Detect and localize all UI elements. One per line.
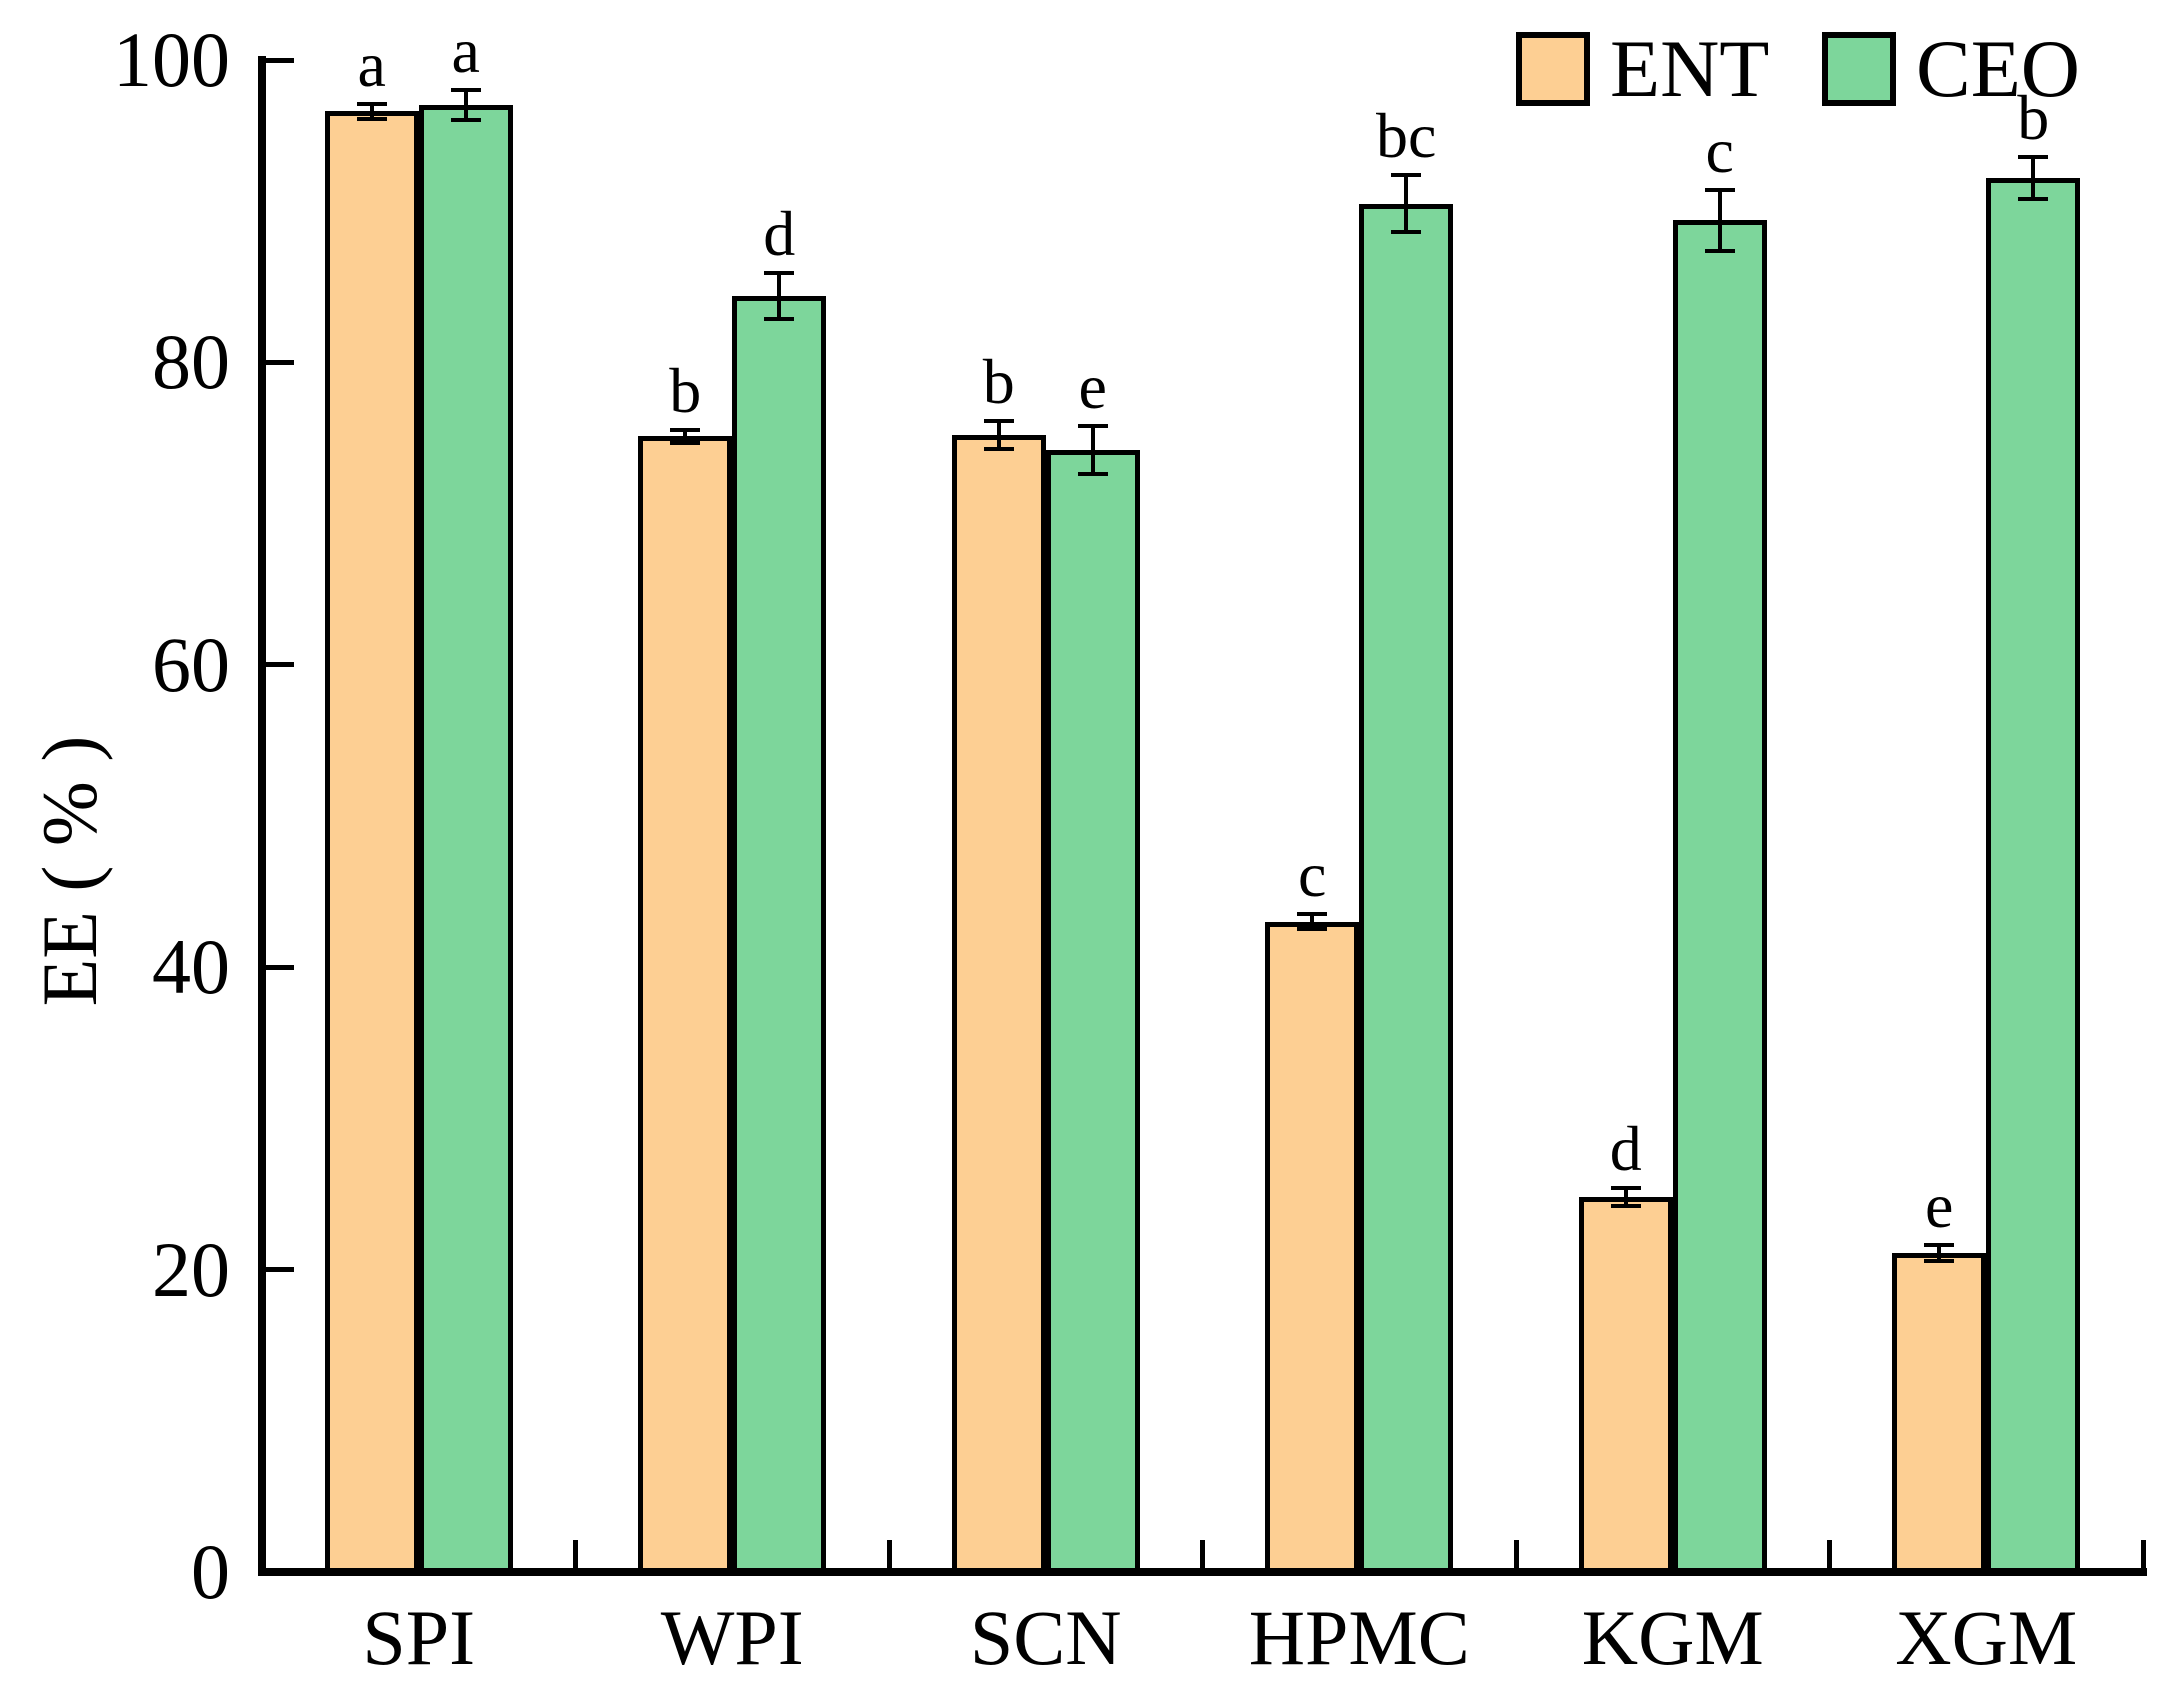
sig-letter-ceo-hpmc: bc bbox=[1376, 99, 1437, 171]
errorbar-line-ent-kgm bbox=[1623, 1187, 1628, 1207]
legend-swatch-ent bbox=[1516, 32, 1590, 106]
y-tick-80 bbox=[262, 359, 294, 365]
errorbar-line-ent-scn bbox=[996, 421, 1001, 449]
errorbar-cap-top-ent-scn bbox=[983, 419, 1014, 424]
errorbar-line-ceo-wpi bbox=[777, 273, 782, 319]
sig-letter-ceo-spi: a bbox=[451, 15, 480, 87]
errorbar-cap-bottom-ceo-hpmc bbox=[1391, 230, 1422, 235]
bar-ent-xgm bbox=[1892, 1252, 1987, 1576]
y-tick-label-0: 0 bbox=[191, 1528, 230, 1615]
y-tick-label-20: 20 bbox=[152, 1225, 230, 1313]
bar-ceo-hpmc bbox=[1359, 203, 1454, 1576]
errorbar-cap-bottom-ceo-spi bbox=[450, 118, 481, 123]
errorbar-cap-bottom-ceo-kgm bbox=[1704, 248, 1735, 253]
bar-ceo-wpi bbox=[732, 295, 827, 1576]
x-category-label-spi: SPI bbox=[362, 1594, 476, 1681]
x-axis-line bbox=[258, 1568, 2147, 1576]
legend-swatch-ceo bbox=[1822, 32, 1896, 106]
sig-letter-ceo-kgm: c bbox=[1705, 115, 1734, 187]
errorbar-cap-top-ceo-spi bbox=[450, 88, 481, 93]
errorbar-cap-bottom-ent-kgm bbox=[1610, 1204, 1641, 1209]
errorbar-cap-top-ent-kgm bbox=[1610, 1185, 1641, 1190]
x-separator-tick-5 bbox=[1827, 1540, 1832, 1568]
x-separator-tick-4 bbox=[1513, 1540, 1519, 1568]
x-category-label-hpmc: HPMC bbox=[1248, 1594, 1470, 1681]
x-category-label-scn: SCN bbox=[969, 1594, 1122, 1681]
errorbar-cap-top-ent-xgm bbox=[1924, 1243, 1955, 1248]
errorbar-cap-bottom-ent-hpmc bbox=[1297, 927, 1328, 932]
errorbar-cap-bottom-ent-xgm bbox=[1924, 1258, 1955, 1263]
x-separator-tick-2 bbox=[886, 1540, 892, 1568]
errorbar-cap-bottom-ent-scn bbox=[983, 446, 1014, 451]
errorbar-line-ceo-xgm bbox=[2031, 156, 2036, 200]
legend-label-ceo: CEO bbox=[1916, 23, 2080, 114]
x-category-label-wpi: WPI bbox=[660, 1594, 804, 1681]
errorbar-line-ceo-hpmc bbox=[1404, 174, 1409, 233]
x-category-label-xgm: XGM bbox=[1895, 1594, 2078, 1681]
sig-letter-ceo-xgm: b bbox=[2017, 81, 2050, 153]
errorbar-cap-bottom-ent-wpi bbox=[670, 440, 701, 445]
errorbar-cap-top-ent-spi bbox=[356, 101, 387, 106]
bar-ceo-spi bbox=[418, 105, 513, 1576]
y-tick-40 bbox=[262, 964, 294, 970]
bar-ceo-scn bbox=[1045, 450, 1140, 1576]
errorbar-cap-top-ceo-scn bbox=[1077, 423, 1108, 428]
errorbar-line-ent-hpmc bbox=[1310, 914, 1315, 930]
y-tick-label-80: 80 bbox=[152, 318, 230, 406]
x-separator-tick-1 bbox=[573, 1540, 578, 1568]
y-tick-label-40: 40 bbox=[152, 923, 230, 1011]
y-axis-title: EE ( % ) bbox=[26, 735, 113, 1007]
y-tick-60 bbox=[262, 662, 294, 668]
y-tick-label-100: 100 bbox=[113, 16, 230, 103]
x-separator-tick-3 bbox=[1200, 1540, 1205, 1568]
sig-letter-ent-scn: b bbox=[982, 346, 1015, 418]
sig-letter-ceo-scn: e bbox=[1078, 350, 1107, 422]
sig-letter-ent-kgm: d bbox=[1609, 1112, 1642, 1184]
errorbar-line-ent-wpi bbox=[683, 430, 688, 443]
legend-label-ent: ENT bbox=[1610, 23, 1770, 114]
sig-letter-ent-spi: a bbox=[357, 28, 386, 100]
errorbar-line-ent-xgm bbox=[1937, 1245, 1942, 1261]
errorbar-cap-bottom-ent-spi bbox=[356, 116, 387, 121]
sig-letter-ent-wpi: b bbox=[669, 355, 702, 427]
bar-ceo-xgm bbox=[1986, 177, 2081, 1576]
errorbar-cap-top-ent-hpmc bbox=[1297, 912, 1328, 917]
errorbar-line-ent-spi bbox=[369, 103, 374, 119]
sig-letter-ent-hpmc: c bbox=[1298, 839, 1327, 911]
y-axis-line bbox=[258, 56, 266, 1576]
errorbar-line-ceo-spi bbox=[463, 90, 468, 121]
legend: ENT CEO bbox=[1516, 23, 2136, 114]
x-separator-tick-6 bbox=[2140, 1540, 2146, 1568]
bar-ent-scn bbox=[951, 434, 1046, 1576]
bar-ent-kgm bbox=[1578, 1197, 1673, 1576]
errorbar-cap-top-ceo-xgm bbox=[2018, 154, 2049, 159]
sig-letter-ent-xgm: e bbox=[1925, 1170, 1954, 1242]
errorbar-cap-bottom-ceo-wpi bbox=[764, 316, 795, 321]
sig-letter-ceo-wpi: d bbox=[763, 198, 796, 270]
errorbar-cap-top-ent-wpi bbox=[670, 428, 701, 433]
x-category-label-kgm: KGM bbox=[1581, 1594, 1764, 1681]
y-tick-label-60: 60 bbox=[152, 620, 230, 708]
bar-ent-hpmc bbox=[1265, 921, 1360, 1576]
errorbar-cap-bottom-ceo-scn bbox=[1077, 472, 1108, 477]
errorbar-cap-top-ceo-hpmc bbox=[1391, 172, 1422, 177]
y-tick-20 bbox=[262, 1267, 294, 1273]
y-tick-100 bbox=[262, 57, 294, 63]
errorbar-cap-top-ceo-kgm bbox=[1704, 188, 1735, 193]
bar-ceo-kgm bbox=[1672, 220, 1767, 1576]
bar-ent-wpi bbox=[638, 436, 733, 1576]
errorbar-cap-top-ceo-wpi bbox=[764, 271, 795, 276]
bar-ent-spi bbox=[324, 111, 419, 1576]
errorbar-line-ceo-scn bbox=[1090, 425, 1095, 475]
errorbar-cap-bottom-ceo-xgm bbox=[2018, 197, 2049, 202]
errorbar-line-ceo-kgm bbox=[1717, 190, 1722, 251]
